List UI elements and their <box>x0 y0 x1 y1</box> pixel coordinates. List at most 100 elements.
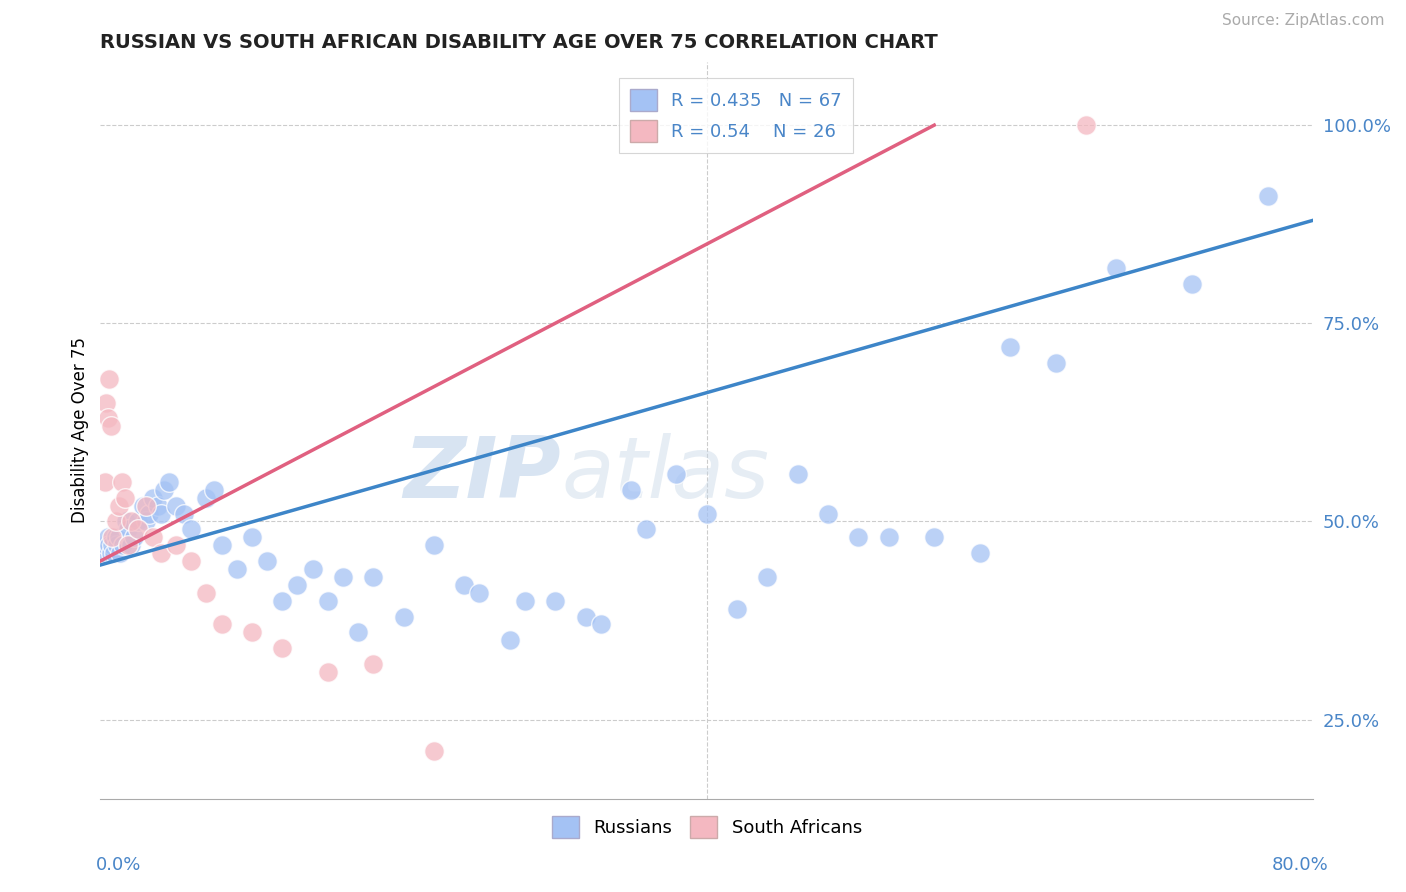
Point <box>117 538 139 552</box>
Point <box>101 530 124 544</box>
Point <box>180 554 202 568</box>
Point <box>998 340 1021 354</box>
Point <box>135 515 157 529</box>
Point <box>108 546 131 560</box>
Point <box>225 562 247 576</box>
Point <box>165 499 187 513</box>
Point <box>115 515 138 529</box>
Point <box>195 491 218 505</box>
Point <box>180 522 202 536</box>
Point <box>423 744 446 758</box>
Point <box>332 570 354 584</box>
Point <box>195 586 218 600</box>
Point <box>97 411 120 425</box>
Point <box>110 475 132 489</box>
Point <box>499 633 522 648</box>
Point <box>696 507 718 521</box>
Text: RUSSIAN VS SOUTH AFRICAN DISABILITY AGE OVER 75 CORRELATION CHART: RUSSIAN VS SOUTH AFRICAN DISABILITY AGE … <box>100 33 938 52</box>
Point <box>97 530 120 544</box>
Point <box>271 593 294 607</box>
Point <box>301 562 323 576</box>
Point <box>392 609 415 624</box>
Point <box>120 515 142 529</box>
Point <box>922 530 945 544</box>
Point <box>104 530 127 544</box>
Text: 0.0%: 0.0% <box>96 855 141 873</box>
Point <box>98 372 121 386</box>
Point <box>120 538 142 552</box>
Point <box>157 475 180 489</box>
Point <box>361 570 384 584</box>
Point <box>153 483 176 497</box>
Point <box>122 530 145 544</box>
Point <box>104 515 127 529</box>
Y-axis label: Disability Age Over 75: Disability Age Over 75 <box>72 337 89 524</box>
Point <box>877 530 900 544</box>
Point <box>107 499 129 513</box>
Point <box>1181 277 1204 291</box>
Point <box>969 546 991 560</box>
Point <box>453 578 475 592</box>
Point <box>150 507 173 521</box>
Point <box>725 601 748 615</box>
Point <box>132 499 155 513</box>
Point <box>146 499 169 513</box>
Point <box>848 530 870 544</box>
Point <box>202 483 225 497</box>
Point <box>103 546 125 560</box>
Point <box>240 625 263 640</box>
Point <box>636 522 658 536</box>
Text: 80.0%: 80.0% <box>1272 855 1329 873</box>
Point <box>94 475 117 489</box>
Point <box>114 491 136 505</box>
Point <box>513 593 536 607</box>
Point <box>817 507 839 521</box>
Point <box>138 507 160 521</box>
Point <box>1105 260 1128 275</box>
Point <box>112 538 135 552</box>
Point <box>1074 118 1097 132</box>
Point <box>96 395 118 409</box>
Point <box>105 538 128 552</box>
Point <box>142 491 165 505</box>
Point <box>423 538 446 552</box>
Point <box>101 538 124 552</box>
Point <box>756 570 779 584</box>
Point <box>117 522 139 536</box>
Point <box>150 546 173 560</box>
Point <box>786 467 808 481</box>
Point <box>361 657 384 672</box>
Point <box>468 586 491 600</box>
Point <box>165 538 187 552</box>
Text: Source: ZipAtlas.com: Source: ZipAtlas.com <box>1222 13 1385 28</box>
Point <box>316 665 339 679</box>
Text: ZIP: ZIP <box>404 433 561 516</box>
Text: atlas: atlas <box>561 433 769 516</box>
Point <box>256 554 278 568</box>
Point <box>1045 356 1067 370</box>
Point <box>271 641 294 656</box>
Point <box>96 538 118 552</box>
Point <box>173 507 195 521</box>
Point <box>574 609 596 624</box>
Point <box>107 530 129 544</box>
Point <box>211 538 233 552</box>
Point <box>589 617 612 632</box>
Point <box>142 530 165 544</box>
Point <box>135 499 157 513</box>
Point <box>620 483 643 497</box>
Point <box>1257 189 1279 203</box>
Point <box>94 546 117 560</box>
Point <box>316 593 339 607</box>
Legend: Russians, South Africans: Russians, South Africans <box>544 809 869 845</box>
Point <box>100 546 122 560</box>
Point <box>544 593 567 607</box>
Point <box>240 530 263 544</box>
Point <box>98 538 121 552</box>
Point <box>287 578 309 592</box>
Point <box>127 515 149 529</box>
Point <box>665 467 688 481</box>
Point <box>347 625 370 640</box>
Point <box>127 522 149 536</box>
Point <box>100 419 122 434</box>
